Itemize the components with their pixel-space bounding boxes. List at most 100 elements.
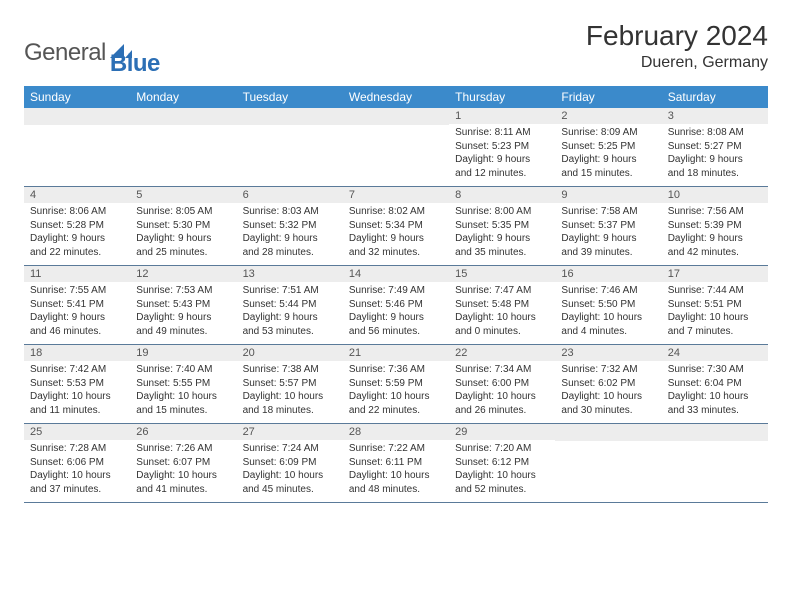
day-info-line: Sunrise: 7:36 AM — [349, 363, 443, 377]
day-info-line: Sunrise: 7:40 AM — [136, 363, 230, 377]
title-block: February 2024 Dueren, Germany — [586, 20, 768, 72]
day-info: Sunrise: 7:56 AMSunset: 5:39 PMDaylight:… — [662, 203, 768, 263]
day-info-line: Sunrise: 7:38 AM — [243, 363, 337, 377]
day-cell — [343, 108, 449, 186]
day-cell: 4Sunrise: 8:06 AMSunset: 5:28 PMDaylight… — [24, 187, 130, 265]
day-info-line: and 52 minutes. — [455, 483, 549, 497]
empty-day-header — [343, 108, 449, 125]
day-cell: 2Sunrise: 8:09 AMSunset: 5:25 PMDaylight… — [555, 108, 661, 186]
day-cell: 6Sunrise: 8:03 AMSunset: 5:32 PMDaylight… — [237, 187, 343, 265]
header: General Blue February 2024 Dueren, Germa… — [24, 20, 768, 78]
day-number: 5 — [130, 187, 236, 203]
day-info-line: and 4 minutes. — [561, 325, 655, 339]
day-info-line: Sunset: 6:00 PM — [455, 377, 549, 391]
day-number: 13 — [237, 266, 343, 282]
day-info: Sunrise: 7:24 AMSunset: 6:09 PMDaylight:… — [237, 440, 343, 500]
day-number: 15 — [449, 266, 555, 282]
day-number: 7 — [343, 187, 449, 203]
day-info-line: Sunset: 5:34 PM — [349, 219, 443, 233]
day-number: 23 — [555, 345, 661, 361]
week-row: 4Sunrise: 8:06 AMSunset: 5:28 PMDaylight… — [24, 187, 768, 266]
day-info-line: Daylight: 9 hours — [243, 311, 337, 325]
day-info-line: and 48 minutes. — [349, 483, 443, 497]
day-info-line: Sunrise: 7:32 AM — [561, 363, 655, 377]
day-info-line: Sunset: 5:50 PM — [561, 298, 655, 312]
day-cell: 8Sunrise: 8:00 AMSunset: 5:35 PMDaylight… — [449, 187, 555, 265]
empty-day-header — [130, 108, 236, 125]
day-info-line: and 33 minutes. — [668, 404, 762, 418]
day-info: Sunrise: 7:34 AMSunset: 6:00 PMDaylight:… — [449, 361, 555, 421]
day-info-line: and 18 minutes. — [243, 404, 337, 418]
day-number: 25 — [24, 424, 130, 440]
day-number: 9 — [555, 187, 661, 203]
logo-text-blue: Blue — [110, 50, 160, 78]
day-info: Sunrise: 7:55 AMSunset: 5:41 PMDaylight:… — [24, 282, 130, 342]
day-info-line: Daylight: 10 hours — [668, 311, 762, 325]
day-cell: 19Sunrise: 7:40 AMSunset: 5:55 PMDayligh… — [130, 345, 236, 423]
day-info-line: Daylight: 9 hours — [561, 232, 655, 246]
calendar: SundayMondayTuesdayWednesdayThursdayFrid… — [24, 86, 768, 503]
day-info-line: Daylight: 9 hours — [30, 311, 124, 325]
day-info-line: Sunset: 6:12 PM — [455, 456, 549, 470]
day-cell: 25Sunrise: 7:28 AMSunset: 6:06 PMDayligh… — [24, 424, 130, 502]
day-info: Sunrise: 7:49 AMSunset: 5:46 PMDaylight:… — [343, 282, 449, 342]
day-info-line: Sunrise: 7:28 AM — [30, 442, 124, 456]
day-info-line: Sunrise: 7:30 AM — [668, 363, 762, 377]
day-info-line: Sunset: 6:07 PM — [136, 456, 230, 470]
day-cell: 1Sunrise: 8:11 AMSunset: 5:23 PMDaylight… — [449, 108, 555, 186]
logo: General Blue — [24, 28, 160, 78]
day-info: Sunrise: 7:36 AMSunset: 5:59 PMDaylight:… — [343, 361, 449, 421]
day-info-line: Sunrise: 8:05 AM — [136, 205, 230, 219]
day-info-line: Sunrise: 7:51 AM — [243, 284, 337, 298]
day-info-line: Daylight: 10 hours — [243, 469, 337, 483]
day-info-line: Daylight: 9 hours — [136, 232, 230, 246]
day-info-line: Sunset: 6:04 PM — [668, 377, 762, 391]
day-info-line: Sunrise: 7:22 AM — [349, 442, 443, 456]
day-info-line: Daylight: 9 hours — [455, 232, 549, 246]
day-cell: 14Sunrise: 7:49 AMSunset: 5:46 PMDayligh… — [343, 266, 449, 344]
day-info-line: Sunrise: 7:53 AM — [136, 284, 230, 298]
month-title: February 2024 — [586, 20, 768, 52]
day-info-line: Daylight: 9 hours — [243, 232, 337, 246]
day-info-line: Sunset: 5:57 PM — [243, 377, 337, 391]
day-number: 21 — [343, 345, 449, 361]
day-info-line: Sunset: 5:37 PM — [561, 219, 655, 233]
day-info: Sunrise: 7:38 AMSunset: 5:57 PMDaylight:… — [237, 361, 343, 421]
weekday-label: Saturday — [662, 86, 768, 108]
day-info-line: and 15 minutes. — [561, 167, 655, 181]
day-info-line: Daylight: 9 hours — [30, 232, 124, 246]
day-info: Sunrise: 8:08 AMSunset: 5:27 PMDaylight:… — [662, 124, 768, 184]
day-info-line: Sunrise: 7:49 AM — [349, 284, 443, 298]
day-info-line: Daylight: 10 hours — [136, 469, 230, 483]
day-info-line: and 41 minutes. — [136, 483, 230, 497]
day-info-line: Daylight: 9 hours — [349, 232, 443, 246]
day-info-line: Sunset: 5:48 PM — [455, 298, 549, 312]
day-info-line: and 42 minutes. — [668, 246, 762, 260]
day-number: 12 — [130, 266, 236, 282]
day-info-line: Sunset: 5:30 PM — [136, 219, 230, 233]
weekday-label: Thursday — [449, 86, 555, 108]
day-info: Sunrise: 7:58 AMSunset: 5:37 PMDaylight:… — [555, 203, 661, 263]
day-info-line: Daylight: 10 hours — [561, 390, 655, 404]
day-info-line: Sunrise: 8:09 AM — [561, 126, 655, 140]
day-info-line: and 53 minutes. — [243, 325, 337, 339]
day-info-line: Sunrise: 7:58 AM — [561, 205, 655, 219]
day-info-line: Daylight: 10 hours — [349, 390, 443, 404]
day-info-line: Sunset: 5:46 PM — [349, 298, 443, 312]
day-number: 27 — [237, 424, 343, 440]
day-number: 3 — [662, 108, 768, 124]
day-info-line: Daylight: 10 hours — [243, 390, 337, 404]
day-info-line: and 28 minutes. — [243, 246, 337, 260]
day-cell: 15Sunrise: 7:47 AMSunset: 5:48 PMDayligh… — [449, 266, 555, 344]
logo-text-general: General — [24, 39, 106, 67]
day-info-line: Daylight: 9 hours — [349, 311, 443, 325]
day-info-line: Sunrise: 8:06 AM — [30, 205, 124, 219]
day-info-line: and 15 minutes. — [136, 404, 230, 418]
day-info-line: Sunset: 5:53 PM — [30, 377, 124, 391]
weekday-label: Sunday — [24, 86, 130, 108]
day-info-line: Sunset: 5:28 PM — [30, 219, 124, 233]
day-info: Sunrise: 7:44 AMSunset: 5:51 PMDaylight:… — [662, 282, 768, 342]
day-info-line: Daylight: 9 hours — [668, 232, 762, 246]
day-cell: 23Sunrise: 7:32 AMSunset: 6:02 PMDayligh… — [555, 345, 661, 423]
day-number: 28 — [343, 424, 449, 440]
